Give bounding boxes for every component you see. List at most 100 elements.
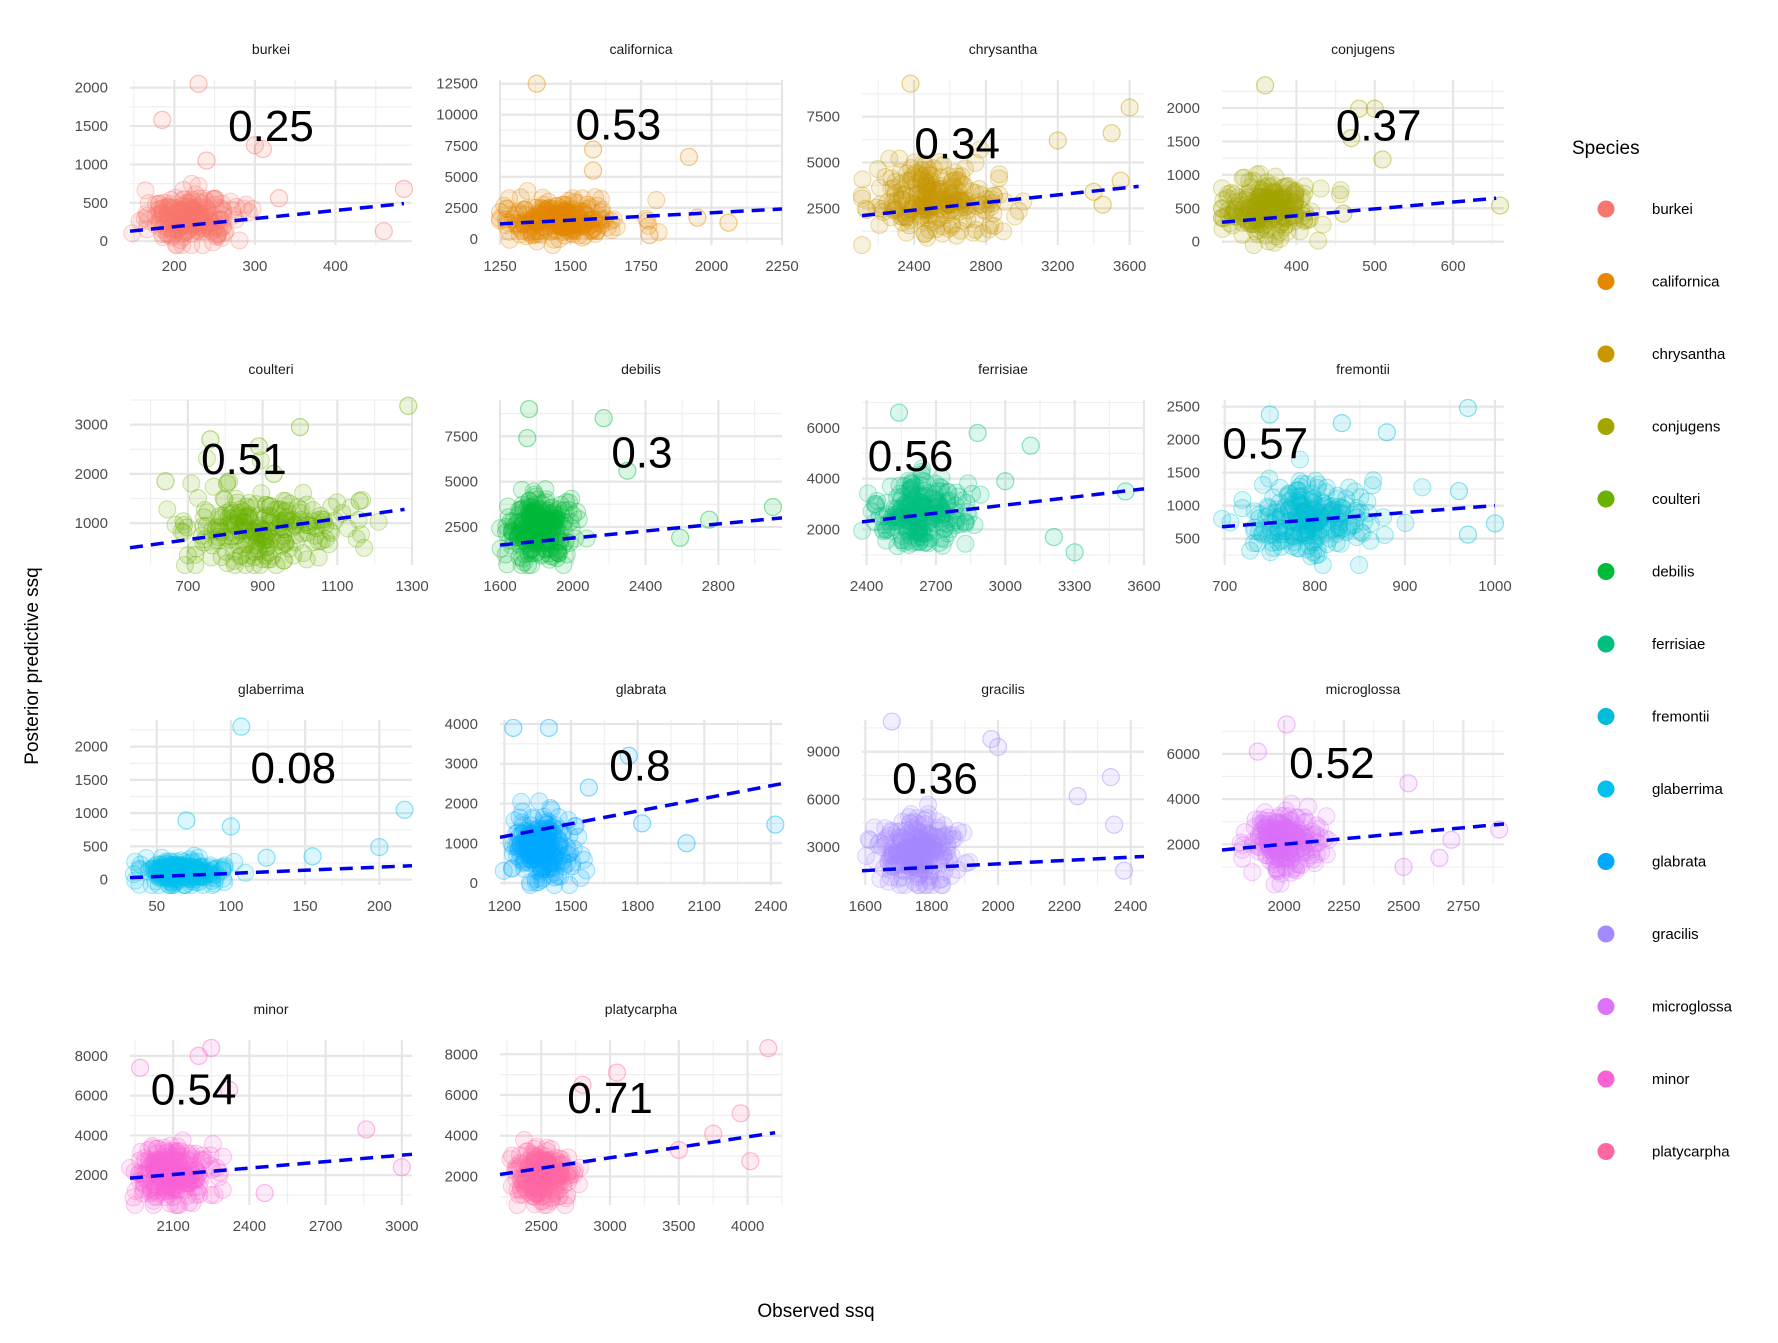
data-point bbox=[543, 853, 562, 872]
data-point bbox=[245, 136, 264, 155]
data-point bbox=[320, 521, 339, 540]
facet-title: chrysantha bbox=[969, 41, 1038, 57]
data-point bbox=[901, 171, 920, 190]
data-point bbox=[930, 153, 949, 172]
data-point bbox=[200, 858, 219, 877]
data-point bbox=[649, 223, 668, 242]
data-point bbox=[519, 219, 538, 238]
data-point bbox=[312, 531, 331, 550]
data-point bbox=[1304, 489, 1323, 508]
data-point bbox=[512, 522, 531, 541]
data-point bbox=[1260, 405, 1279, 424]
data-point bbox=[530, 828, 549, 847]
data-point bbox=[907, 532, 926, 551]
data-point bbox=[205, 1185, 224, 1204]
data-point bbox=[545, 868, 564, 887]
data-point bbox=[679, 147, 699, 167]
data-point bbox=[522, 851, 541, 870]
data-point bbox=[1262, 178, 1281, 197]
data-point bbox=[1265, 194, 1284, 213]
y-tick-label: 500 bbox=[1175, 531, 1200, 548]
data-point bbox=[504, 718, 523, 738]
y-tick-label: 0 bbox=[470, 231, 478, 248]
data-point bbox=[928, 181, 947, 200]
data-point bbox=[180, 850, 199, 869]
data-point bbox=[258, 550, 277, 569]
data-point bbox=[532, 199, 551, 218]
data-point bbox=[162, 873, 181, 892]
data-point bbox=[1240, 172, 1259, 191]
data-point bbox=[905, 477, 924, 496]
data-point bbox=[1270, 493, 1289, 512]
data-point bbox=[886, 183, 905, 202]
data-point bbox=[1243, 863, 1262, 882]
data-point bbox=[1281, 491, 1300, 510]
data-point bbox=[873, 520, 892, 539]
data-point bbox=[527, 828, 546, 847]
data-point bbox=[527, 511, 546, 530]
data-point bbox=[290, 503, 309, 522]
data-point bbox=[511, 850, 530, 869]
data-point bbox=[918, 228, 937, 247]
data-point bbox=[537, 831, 556, 850]
data-point bbox=[953, 175, 972, 194]
data-point bbox=[319, 535, 338, 554]
data-point bbox=[994, 222, 1013, 241]
y-tick-label: 2000 bbox=[1167, 432, 1200, 449]
data-point bbox=[508, 847, 527, 866]
data-point bbox=[207, 227, 226, 246]
data-point bbox=[553, 851, 572, 870]
data-point bbox=[1288, 539, 1307, 558]
data-point bbox=[853, 170, 872, 189]
data-point bbox=[533, 860, 552, 879]
data-point bbox=[254, 532, 273, 551]
data-point bbox=[910, 532, 929, 551]
data-point bbox=[568, 193, 587, 212]
data-point bbox=[959, 506, 978, 525]
data-point bbox=[930, 208, 949, 227]
y-tick-label: 1000 bbox=[445, 835, 478, 852]
data-point bbox=[263, 546, 282, 565]
data-point bbox=[549, 500, 568, 519]
data-point bbox=[939, 219, 958, 238]
data-point bbox=[178, 518, 197, 537]
data-point bbox=[562, 489, 581, 508]
y-tick-label: 4000 bbox=[75, 1127, 108, 1144]
data-point bbox=[350, 491, 369, 511]
data-point bbox=[541, 499, 560, 518]
data-point bbox=[867, 495, 886, 514]
data-point bbox=[547, 197, 566, 216]
data-point bbox=[571, 869, 590, 888]
data-point bbox=[513, 802, 532, 821]
data-point bbox=[898, 519, 917, 538]
y-tick-label: 7500 bbox=[445, 428, 478, 445]
data-point bbox=[1273, 524, 1292, 543]
data-point bbox=[157, 860, 176, 879]
data-point bbox=[523, 842, 542, 861]
data-point bbox=[917, 532, 936, 551]
gridlines bbox=[130, 80, 412, 245]
data-point bbox=[529, 506, 548, 525]
data-point bbox=[1255, 197, 1274, 216]
data-point bbox=[537, 200, 556, 219]
data-point bbox=[1485, 514, 1505, 533]
data-point bbox=[892, 821, 911, 840]
data-point bbox=[902, 187, 921, 206]
data-point bbox=[552, 846, 571, 865]
data-point bbox=[766, 815, 785, 834]
data-point bbox=[554, 857, 573, 876]
data-point bbox=[1225, 185, 1244, 204]
data-point bbox=[221, 505, 240, 524]
data-point bbox=[1458, 525, 1478, 544]
data-point bbox=[239, 506, 258, 525]
data-point bbox=[912, 465, 931, 484]
data-point bbox=[1302, 492, 1321, 511]
legend-key bbox=[1597, 780, 1615, 798]
data-point bbox=[1235, 168, 1254, 187]
data-point bbox=[558, 845, 577, 864]
data-point bbox=[159, 209, 178, 228]
data-point bbox=[895, 494, 914, 513]
data-point bbox=[948, 181, 967, 200]
data-point bbox=[1308, 512, 1327, 531]
